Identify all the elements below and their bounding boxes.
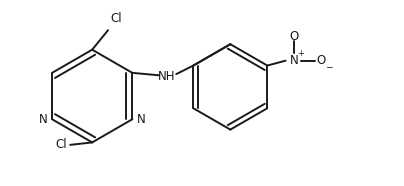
- Text: −: −: [324, 62, 332, 71]
- Text: Cl: Cl: [111, 12, 122, 25]
- Text: +: +: [297, 49, 304, 58]
- Text: N: N: [290, 54, 299, 67]
- Text: O: O: [290, 30, 299, 43]
- Text: N: N: [137, 113, 146, 126]
- Text: N: N: [38, 113, 47, 126]
- Text: NH: NH: [158, 70, 175, 83]
- Text: Cl: Cl: [55, 138, 67, 151]
- Text: O: O: [316, 54, 326, 67]
